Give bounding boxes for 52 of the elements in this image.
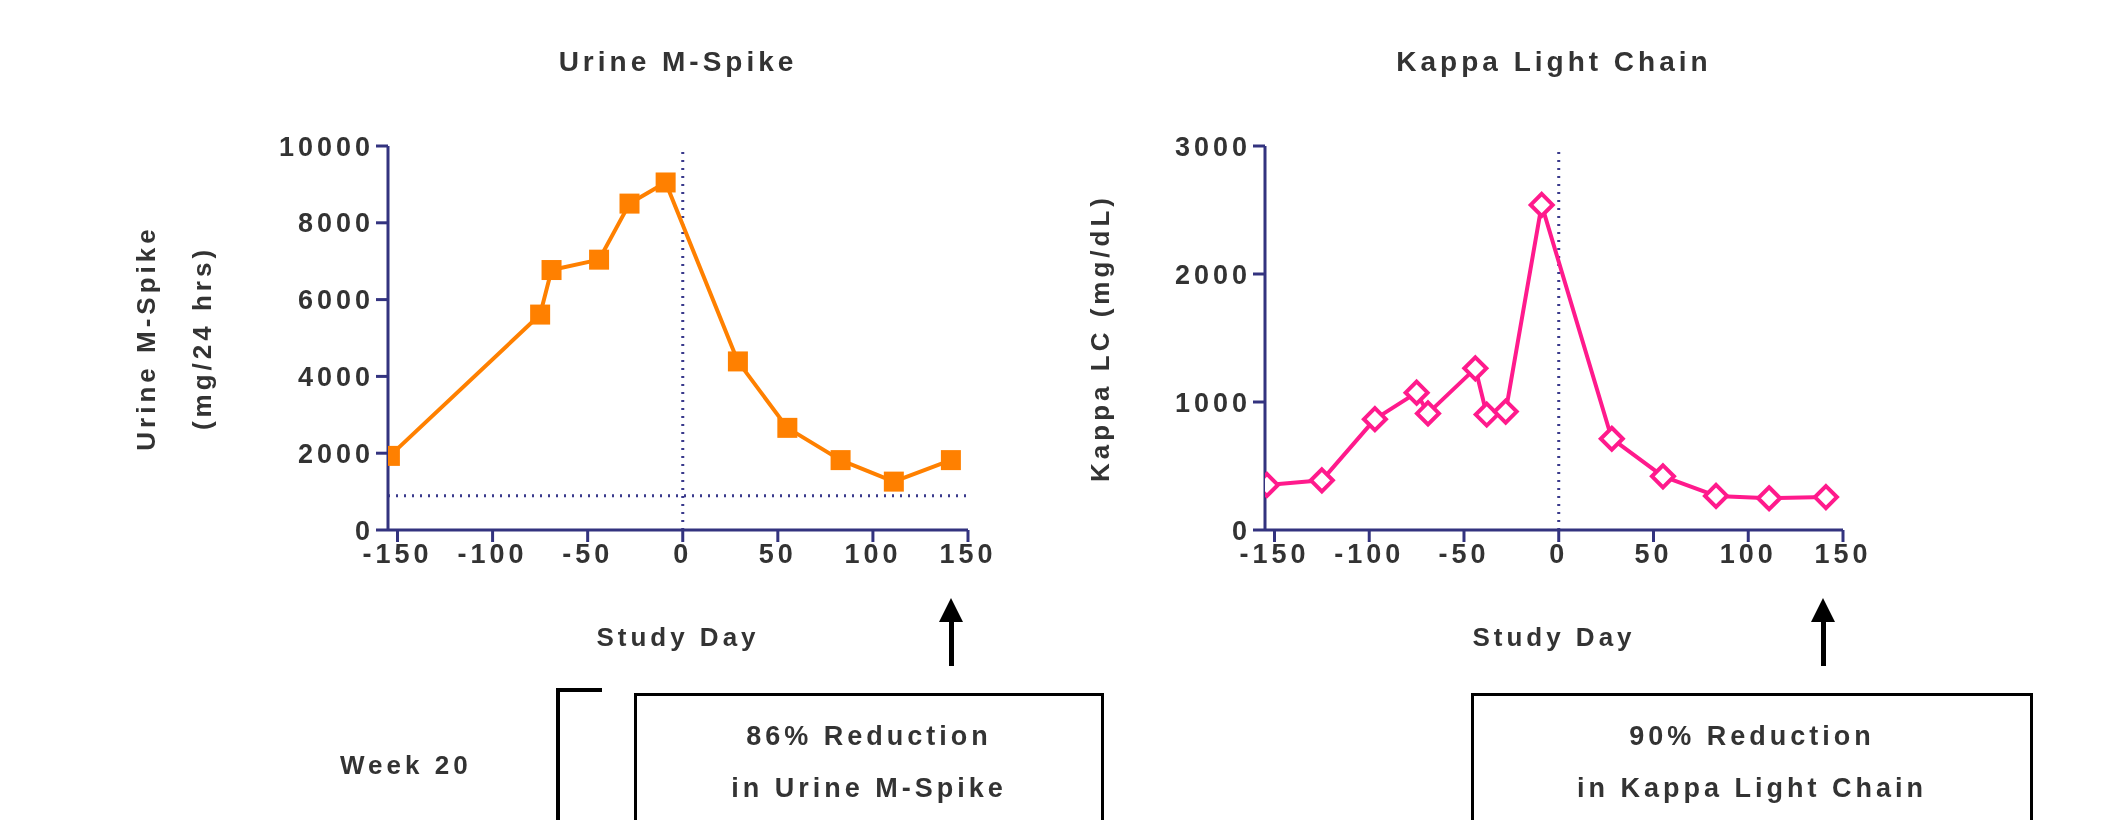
x-tick-label: 100: [844, 539, 902, 570]
point: [1649, 463, 1676, 490]
point: [940, 450, 961, 471]
text: 90% Reduction in Kappa Light Chain: [1471, 693, 2033, 820]
point: [883, 471, 904, 492]
y-tick-label: 3000: [1174, 131, 1251, 162]
point: [589, 249, 610, 270]
point: [777, 417, 798, 438]
x-axis-title: Study Day: [595, 622, 761, 653]
point: [1598, 425, 1625, 452]
y-tick-label: 4000: [297, 361, 374, 392]
point: [1462, 355, 1489, 382]
point: [541, 260, 562, 281]
point: [1756, 485, 1783, 512]
y-tick-label: 8000: [297, 208, 374, 239]
y-tick-label: 10000: [278, 131, 374, 162]
text: 86% Reduction in Urine M-Spike: [634, 693, 1104, 820]
point: [1361, 406, 1388, 433]
x-tick-label: -50: [562, 539, 614, 570]
point: [727, 351, 748, 372]
x-tick-label: 50: [1634, 539, 1673, 570]
point: [1473, 401, 1500, 428]
point: [655, 172, 676, 193]
x-tick-label: 150: [1814, 539, 1872, 570]
y-tick-label: 2000: [297, 438, 374, 469]
point: [530, 304, 551, 325]
point: [1414, 400, 1441, 427]
x-tick-label: 0: [673, 539, 693, 570]
x-tick-label: 0: [1549, 539, 1569, 570]
x-tick-label: 50: [758, 539, 797, 570]
y-axis-title: Kappa LC (mg/dL): [1084, 194, 1116, 482]
x-tick-label: 150: [939, 539, 997, 570]
point: [1528, 191, 1555, 218]
x-tick-label: -100: [1334, 539, 1405, 570]
y-tick-label: 1000: [1174, 387, 1251, 418]
y-tick-label: 2000: [1174, 259, 1251, 290]
text: Week 20: [340, 750, 473, 781]
x-tick-label: -100: [457, 539, 528, 570]
point: [1492, 398, 1519, 425]
y-axis-title: Urine M-Spike (mg/24 hrs): [130, 225, 218, 451]
point: [1403, 379, 1430, 406]
point: [830, 450, 851, 471]
x-tick-label: 100: [1719, 539, 1777, 570]
y-tick-label: 6000: [297, 285, 374, 316]
point: [1308, 467, 1335, 494]
point: [1812, 484, 1839, 511]
point: [619, 193, 640, 214]
chart-title: Kappa Light Chain: [1395, 46, 1713, 78]
x-axis-title: Study Day: [1471, 622, 1637, 653]
x-tick-label: -50: [1438, 539, 1490, 570]
chart-title: Urine M-Spike: [557, 46, 799, 78]
point: [1703, 482, 1730, 509]
